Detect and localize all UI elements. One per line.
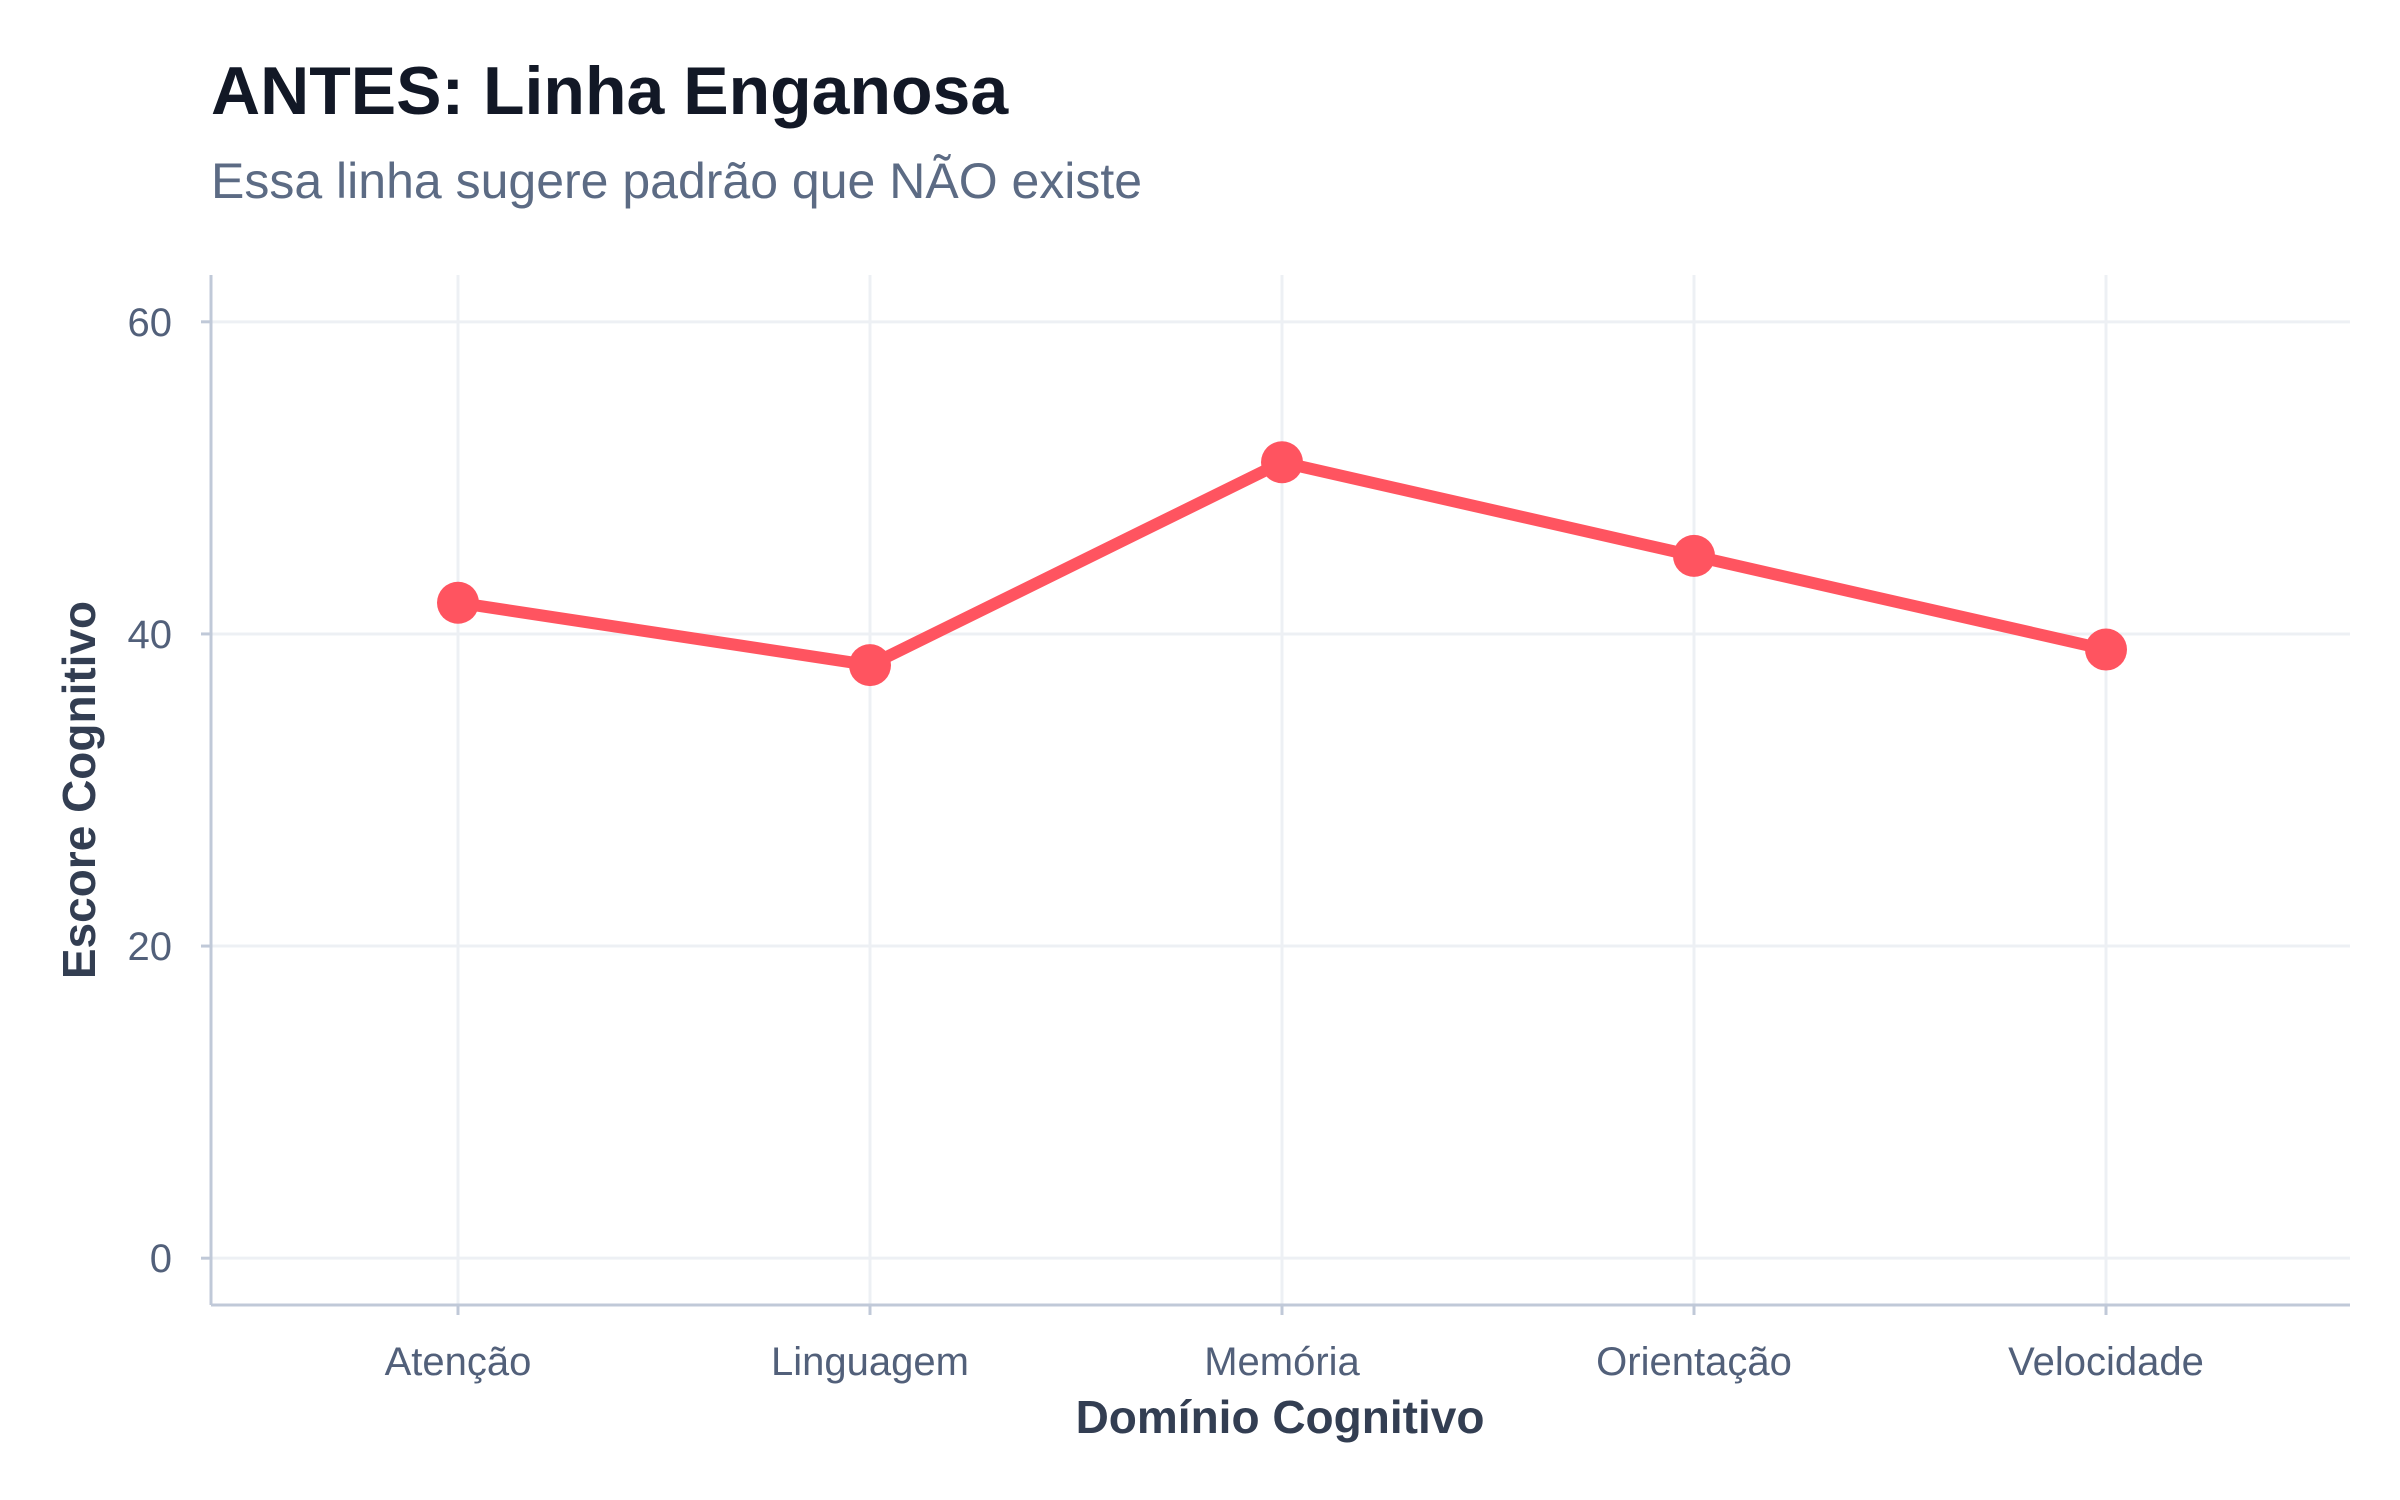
chart-subtitle: Essa linha sugere padrão que NÃO existe	[211, 153, 1142, 209]
x-tick-label: Linguagem	[771, 1340, 969, 1384]
y-tick-label: 20	[128, 925, 173, 969]
axes	[201, 275, 2350, 1315]
data-point	[2085, 628, 2127, 671]
y-axis-title: Escore Cognitivo	[53, 601, 105, 979]
x-tick-label: Velocidade	[2008, 1340, 2204, 1384]
x-tick-label: Atenção	[385, 1340, 532, 1384]
data-point	[1261, 441, 1303, 484]
chart-title: ANTES: Linha Enganosa	[211, 53, 1009, 129]
tick-labels: 0 20 40 60 Atenção Linguagem Memória Orientação…	[128, 301, 2204, 1384]
x-tick-label: Memória	[1204, 1340, 1360, 1384]
y-tick-label: 40	[128, 613, 173, 657]
data-point	[437, 581, 479, 624]
gridlines	[211, 275, 2350, 1305]
data-point	[849, 644, 891, 687]
x-axis-title: Domínio Cognitivo	[1076, 1391, 1485, 1443]
x-tick-label: Orientação	[1596, 1340, 1792, 1384]
y-tick-label: 60	[128, 301, 173, 345]
series-layer	[437, 441, 2127, 687]
data-point	[1673, 534, 1715, 577]
y-tick-label: 0	[150, 1237, 172, 1281]
